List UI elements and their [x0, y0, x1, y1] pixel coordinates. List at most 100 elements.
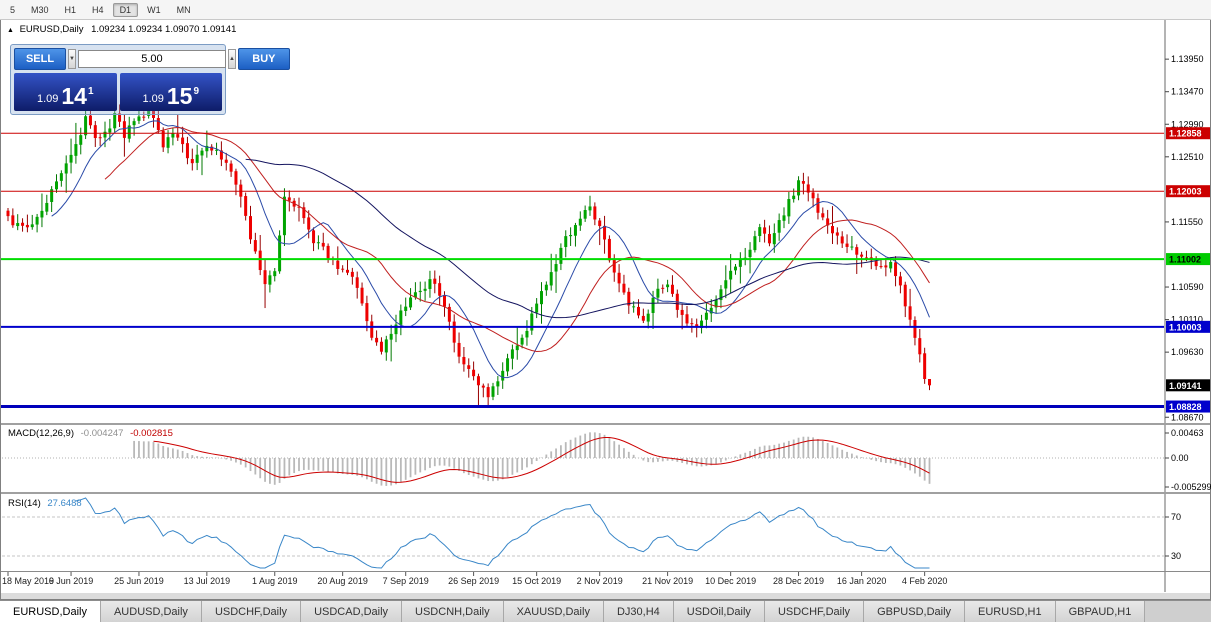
price-line-label: 1.09141 [1169, 381, 1202, 391]
price-tick-label: 1.08670 [1171, 412, 1204, 422]
price-line-label-bg[interactable] [1166, 253, 1210, 266]
price-line-label-bg[interactable] [1166, 185, 1210, 198]
date-tick-label: 25 Jun 2019 [114, 576, 164, 586]
price-tick-label: 1.10110 [1171, 315, 1203, 325]
date-tick-label: 10 Dec 2019 [705, 576, 756, 586]
ma-line-10 [51, 120, 930, 379]
macd-signal-line [153, 436, 930, 483]
price-tick-label: 1.12510 [1171, 152, 1204, 162]
chart-symbol-label: EURUSD,Daily [19, 24, 84, 35]
buy-price-pips: 15 [166, 83, 193, 110]
main-chart-svg: 1.13950 1.13470 1.12990 1.12510 1.11550 1.105… [0, 19, 1211, 600]
price-line-label: 1.08828 [1169, 402, 1202, 412]
rsi-value: 27.6488 [47, 498, 82, 509]
date-tick-label: 26 Sep 2019 [448, 576, 499, 586]
tab-usdchf-daily[interactable]: USDCHF,Daily [764, 601, 865, 622]
chart-background [0, 19, 1211, 600]
macd-axis-label: 0.00 [1171, 453, 1189, 463]
tab-gbpusd-daily[interactable]: GBPUSD,Daily [864, 601, 966, 622]
one-click-trading-panel: SELL ▼ ▲ BUY 1.09 14 1 1.09 15 [10, 44, 290, 115]
tab-usdoil-daily[interactable]: USDOil,Daily [673, 601, 765, 622]
chart-title: ▲ EURUSD,Daily 1.09234 1.09234 1.09070 1… [7, 24, 236, 35]
volume-increase-button[interactable]: ▲ [227, 49, 236, 69]
date-tick-label: 16 Jan 2020 [837, 576, 887, 586]
tab-xauusd-daily[interactable]: XAUUSD,Daily [503, 601, 604, 622]
sell-price-point: 1 [87, 86, 94, 97]
tab-eurusd-h1[interactable]: EURUSD,H1 [965, 601, 1056, 622]
price-line-label: 1.12858 [1169, 129, 1202, 139]
tab-usdcnh-daily[interactable]: USDCNH,Daily [402, 601, 504, 622]
chart-ohlc-values: 1.09234 1.09234 1.09070 1.09141 [91, 24, 237, 35]
sell-price-head: 1.09 [36, 93, 59, 105]
timeframe-button-mn[interactable]: MN [176, 4, 191, 15]
buy-price-head: 1.09 [142, 93, 164, 105]
macd-signal-value: -0.002815 [130, 428, 173, 439]
sell-price-pips: 14 [61, 83, 87, 110]
ma-line-50 [245, 158, 930, 319]
date-tick-label: 6 Jun 2019 [49, 576, 94, 586]
rsi-line [75, 497, 930, 569]
timeframe-button-m30[interactable]: M30 [31, 4, 49, 15]
tab-dj30-h4[interactable]: DJ30,H4 [603, 601, 674, 622]
candles-layer [6, 101, 931, 408]
collapse-icon[interactable]: ▲ [7, 27, 14, 34]
buy-button[interactable]: BUY [237, 48, 290, 70]
macd-name: MACD(12,26,9) [8, 428, 74, 439]
macd-axis-label: -0.005299 [1171, 482, 1211, 492]
timeframe-button-w1[interactable]: W1 [147, 4, 161, 15]
rsi-name: RSI(14) [8, 498, 41, 509]
tab-eurusd-daily[interactable]: EURUSD,Daily [0, 601, 101, 622]
date-tick-label: 28 Dec 2019 [773, 576, 824, 586]
date-tick-label: 20 Aug 2019 [317, 576, 368, 586]
price-line-label-bg[interactable] [1166, 400, 1210, 413]
tab-usdcad-daily[interactable]: USDCAD,Daily [301, 601, 403, 622]
chart-window: 1.13950 1.13470 1.12990 1.12510 1.11550 1.105… [0, 19, 1211, 600]
rsi-axis-label: 70 [1171, 512, 1181, 522]
timeframe-button-h1[interactable]: H1 [64, 4, 77, 15]
chart-tabs-bar: EURUSD,Daily AUDUSD,Daily USDCHF,Daily USDC… [0, 600, 1211, 622]
date-tick-label: 1 Aug 2019 [252, 576, 298, 586]
macd-value: -0.004247 [80, 428, 124, 439]
volume-decrease-button[interactable]: ▼ [68, 49, 76, 69]
price-line-label-bg[interactable] [1166, 379, 1210, 392]
price-tick-label: 1.13470 [1171, 87, 1204, 97]
date-tick-label: 2 Nov 2019 [577, 576, 623, 586]
price-axis: 1.13950 1.13470 1.12990 1.12510 1.11550 1.105… [1165, 54, 1211, 561]
date-tick-label: 4 Feb 2020 [902, 576, 948, 586]
price-tick-label: 1.13950 [1171, 54, 1204, 64]
tab-usdchf-daily[interactable]: USDCHF,Daily [201, 601, 302, 622]
timeframe-toolbar: 5 M30 H1 H4 D1 W1 MN [0, 0, 1211, 20]
tab-audusd-daily[interactable]: AUDUSD,Daily [100, 601, 202, 622]
date-tick-label: 18 May 2019 [2, 576, 54, 586]
price-tick-label: 1.10590 [1171, 282, 1204, 292]
price-tick-label: 1.09630 [1171, 347, 1204, 357]
timeframe-button-h4[interactable]: H4 [92, 4, 104, 15]
rsi-axis-label: 30 [1171, 551, 1181, 561]
date-tick-label: 7 Sep 2019 [383, 576, 429, 586]
price-tick-label: 1.12990 [1171, 119, 1204, 129]
timeframe-button-d1[interactable]: D1 [112, 2, 139, 17]
date-tick-label: 13 Jul 2019 [184, 576, 231, 586]
sell-button[interactable]: SELL [14, 48, 66, 70]
buy-price-point: 9 [193, 86, 200, 97]
price-line-label: 1.11002 [1169, 255, 1201, 265]
date-tick-label: 21 Nov 2019 [642, 576, 693, 586]
price-line-label: 1.10003 [1169, 322, 1202, 332]
tab-gbpaud-h1[interactable]: GBPAUD,H1 [1055, 601, 1146, 622]
bottom-strip [1, 593, 1210, 600]
price-tick-label: 1.11550 [1171, 217, 1203, 227]
macd-axis-label: 0.00463 [1171, 428, 1204, 438]
rsi-indicator-label: RSI(14) 27.6488 [8, 498, 82, 509]
spin-down-icon: ▼ [69, 56, 75, 62]
buy-price-display[interactable]: 1.09 15 9 [119, 73, 222, 111]
spin-up-icon: ▲ [228, 56, 235, 62]
price-line-label: 1.12003 [1169, 187, 1202, 197]
timeframe-button-5[interactable]: 5 [10, 4, 16, 15]
sell-price-display[interactable]: 1.09 14 1 [14, 73, 117, 111]
macd-indicator-label: MACD(12,26,9) -0.004247 -0.002815 [8, 428, 173, 439]
volume-input[interactable] [77, 50, 226, 68]
price-line-label-bg[interactable] [1166, 127, 1210, 140]
price-line-label-bg[interactable] [1166, 320, 1210, 333]
